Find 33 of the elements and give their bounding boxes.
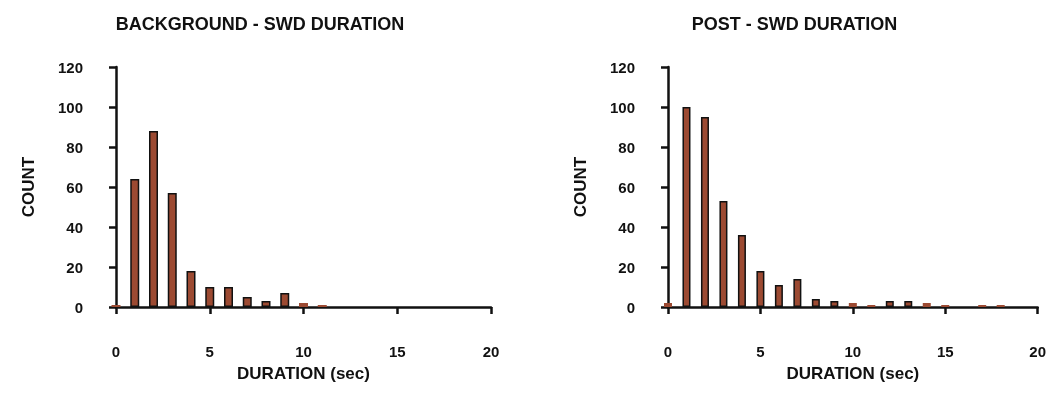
x-tick-label: 20 [482,343,500,360]
x-tick-label: 10 [844,343,862,360]
y-tick-label: 0 [626,298,635,316]
x-tick-label: 15 [936,343,954,360]
x-tick-label: 5 [756,343,765,360]
y-tick-label: 40 [618,218,635,236]
y-tick-label: 100 [57,98,83,116]
y-tick-label: 0 [74,298,83,316]
x-tick-label: 0 [111,343,121,360]
x-axis-title: DURATION (sec) [237,364,370,383]
chart-title: POST - SWD DURATION [691,14,898,34]
y-tick-label: 120 [609,58,635,76]
y-tick-label: 80 [66,138,83,156]
chart-title: BACKGROUND - SWD DURATION [115,14,405,34]
y-axis-title: COUNT [19,156,38,218]
y-axis-title: COUNT [571,156,590,218]
y-tick-label: 20 [618,258,635,276]
bar [848,303,857,307]
x-tick-label: 10 [295,343,312,360]
x-tick-label: 5 [205,343,214,360]
y-tick-label: 80 [618,138,635,156]
y-tick-label: 100 [609,98,635,116]
y-tick-label: 40 [66,218,83,236]
y-tick-label: 60 [66,178,83,196]
bar [922,303,931,307]
y-tick-label: 60 [618,178,635,196]
x-tick-label: 20 [1029,343,1046,360]
y-tick-label: 120 [57,58,83,76]
x-tick-label: 0 [663,343,673,360]
x-axis-title: DURATION (sec) [786,364,920,383]
bar [299,303,308,307]
x-tick-label: 15 [388,343,406,360]
y-tick-label: 20 [66,258,83,276]
